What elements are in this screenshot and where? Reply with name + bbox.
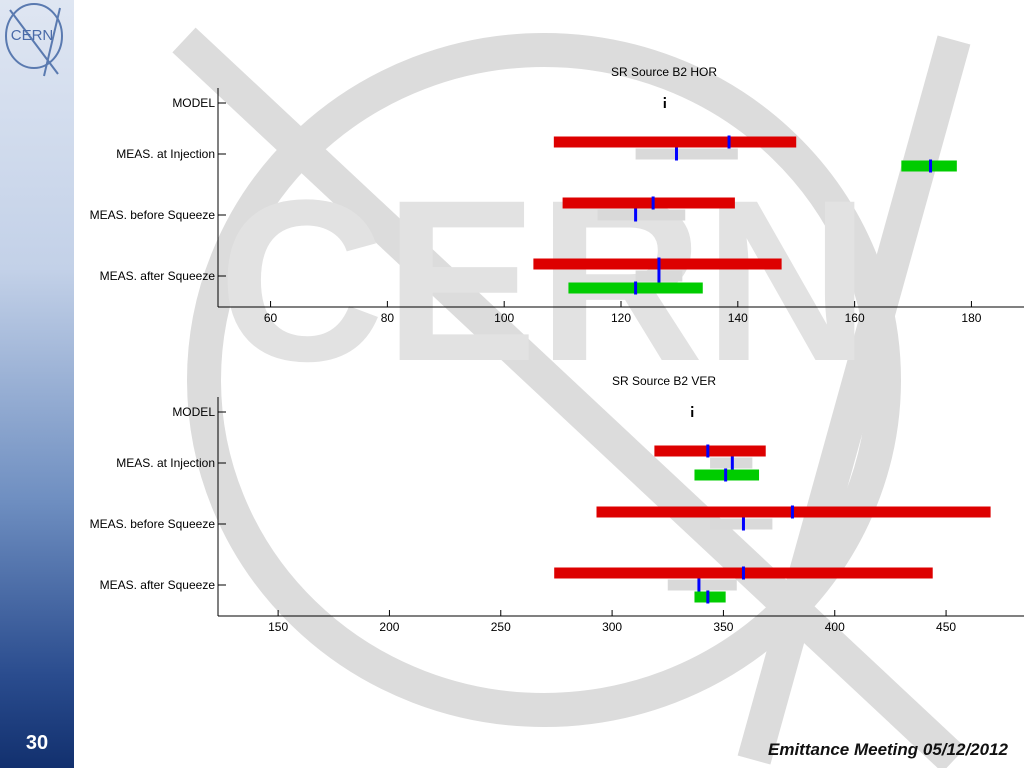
model-marker-dot <box>691 406 694 408</box>
y-tick-label: MEAS. after Squeeze <box>100 578 216 592</box>
chart-sr-source-b2-ver: SR Source B2 VER MODEL MEAS. at Injectio… <box>90 374 1024 634</box>
x-tick-label: 140 <box>728 311 748 325</box>
y-tick-label: MEAS. at Injection <box>116 147 215 161</box>
x-tick-label: 450 <box>936 620 956 634</box>
red-range-bar <box>553 136 797 148</box>
x-tick-label: 300 <box>602 620 622 634</box>
x-tick-labels: 150 200 250 300 350 400 450 <box>268 620 956 634</box>
y-tick-label: MODEL <box>172 96 215 110</box>
x-tick-label: 120 <box>611 311 631 325</box>
gray-range-bar <box>710 518 773 530</box>
mean-marker <box>634 281 638 295</box>
mean-marker <box>657 257 661 271</box>
mean-marker <box>790 505 794 519</box>
mean-marker <box>697 578 701 592</box>
y-tick-labels: MODEL MEAS. at Injection MEAS. before Sq… <box>90 405 216 592</box>
model-marker <box>691 410 694 417</box>
red-range-bar <box>562 197 735 209</box>
x-tick-label: 100 <box>494 311 514 325</box>
chart-title: SR Source B2 VER <box>612 374 716 388</box>
axes <box>217 397 1024 617</box>
mean-marker <box>674 147 678 161</box>
footer-text: Emittance Meeting 05/12/2012 <box>767 740 1008 759</box>
x-tick-labels: 60 80 100 120 140 160 180 <box>264 311 982 325</box>
mean-marker <box>706 444 710 458</box>
x-tick-label: 350 <box>713 620 733 634</box>
model-marker <box>663 101 666 108</box>
gray-range-bar <box>597 209 686 221</box>
gray-range-bar <box>667 579 737 591</box>
red-range-bar <box>654 445 766 457</box>
slide-number: 30 <box>25 732 49 754</box>
mean-marker <box>730 456 734 470</box>
x-tick-label: 160 <box>845 311 865 325</box>
watermark-text: CERN <box>218 152 870 409</box>
x-tick-label: 60 <box>264 311 278 325</box>
x-tick-label: 250 <box>491 620 511 634</box>
cern-logo: CERN <box>5 3 63 77</box>
sidebar: CERN 30 <box>0 0 74 768</box>
mean-marker <box>929 159 933 173</box>
gray-range-bar <box>635 148 738 160</box>
x-tick-label: 180 <box>961 311 981 325</box>
mean-marker <box>727 135 731 149</box>
mean-marker <box>634 208 638 222</box>
y-tick-labels: MODEL MEAS. at Injection MEAS. before Sq… <box>90 96 216 283</box>
y-tick-label: MEAS. before Squeeze <box>90 517 216 531</box>
mean-marker <box>706 590 710 604</box>
chart-title: SR Source B2 HOR <box>611 65 717 79</box>
cern-watermark: CERN <box>172 27 971 768</box>
x-tick-label: 200 <box>379 620 399 634</box>
green-range-bar <box>694 591 726 603</box>
y-tick-label: MEAS. at Injection <box>116 456 215 470</box>
x-tick-label: 80 <box>381 311 395 325</box>
chart-sr-source-b2-hor: SR Source B2 HOR MODEL MEAS. at Injectio… <box>90 65 1024 325</box>
logo-text: CERN <box>11 27 54 44</box>
x-tick-label: 150 <box>268 620 288 634</box>
y-tick-label: MEAS. after Squeeze <box>100 269 216 283</box>
mean-marker <box>724 468 728 482</box>
mean-marker <box>741 566 745 580</box>
mean-marker <box>651 196 655 210</box>
bars <box>554 406 991 604</box>
mean-marker <box>741 517 745 531</box>
y-tick-label: MODEL <box>172 405 215 419</box>
axes <box>217 88 1024 308</box>
model-marker-dot <box>663 97 666 99</box>
x-tick-label: 400 <box>825 620 845 634</box>
y-tick-label: MEAS. before Squeeze <box>90 208 216 222</box>
mean-marker <box>657 269 661 283</box>
bars <box>533 97 957 295</box>
